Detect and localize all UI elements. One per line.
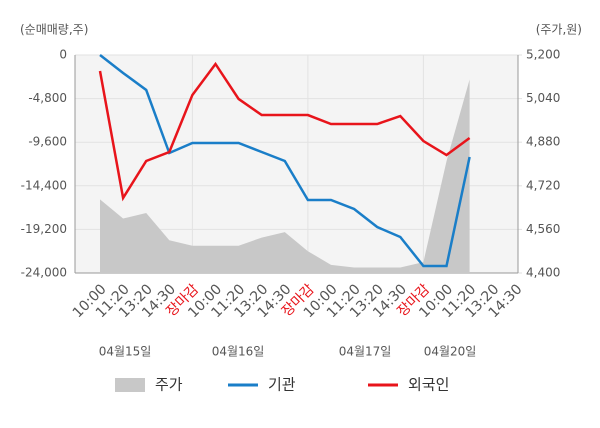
y-tick-label: -19,200 bbox=[21, 222, 67, 236]
y-axis-label: (순매매량,주) bbox=[20, 23, 88, 37]
legend-label: 외국인 bbox=[408, 376, 449, 394]
date-label: 04월17일 bbox=[339, 345, 392, 359]
date-label: 04월20일 bbox=[424, 345, 477, 359]
y2-tick-label: 4,720 bbox=[526, 178, 560, 192]
date-label: 04월16일 bbox=[212, 345, 265, 359]
y-tick-label: -14,400 bbox=[21, 178, 67, 192]
y-tick-label: -24,000 bbox=[21, 266, 67, 280]
price-area bbox=[100, 79, 470, 274]
legend-swatch bbox=[115, 378, 145, 392]
y2-tick-label: 5,040 bbox=[526, 91, 560, 105]
series-line bbox=[99, 54, 471, 268]
y2-tick-label: 5,200 bbox=[526, 48, 560, 62]
y2-axis-label: (주가,원) bbox=[536, 23, 582, 37]
series-line bbox=[98, 61, 471, 202]
date-label: 04월15일 bbox=[99, 345, 152, 359]
y-tick-label: -9,600 bbox=[28, 135, 67, 149]
y-tick-label: -4,800 bbox=[28, 91, 67, 105]
y2-tick-label: 4,880 bbox=[526, 135, 560, 149]
y-tick-label: 0 bbox=[59, 48, 67, 62]
y2-tick-label: 4,400 bbox=[526, 266, 560, 280]
legend-label: 주가 bbox=[155, 376, 183, 394]
legend-label: 기관 bbox=[268, 376, 296, 394]
y2-tick-label: 4,560 bbox=[526, 222, 560, 236]
